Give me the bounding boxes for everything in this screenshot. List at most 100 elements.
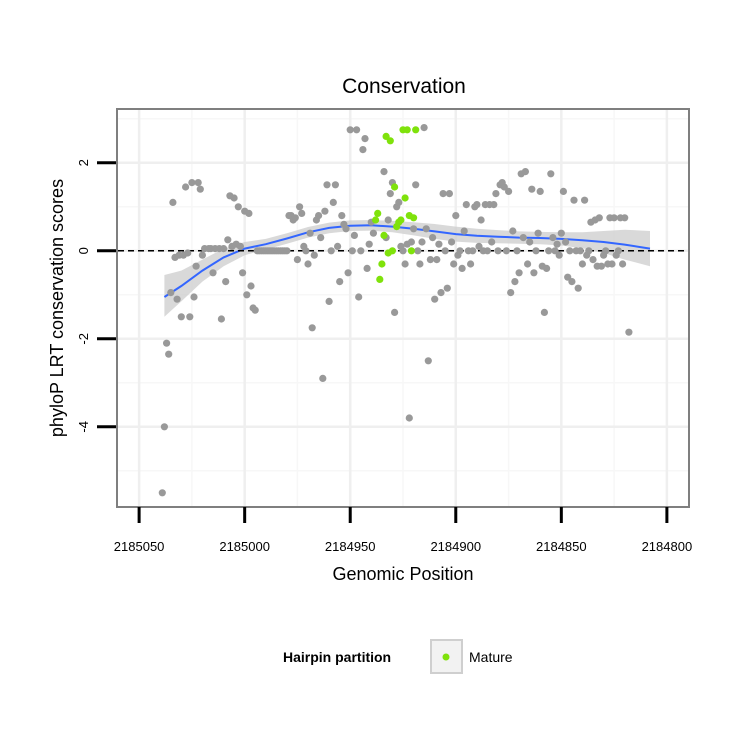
- point-other-69: [308, 324, 316, 332]
- point-other-182: [555, 251, 563, 259]
- point-other-166: [521, 168, 530, 176]
- point-other-96: [365, 240, 373, 248]
- point-other-202: [597, 262, 606, 270]
- point-other-4: [167, 289, 175, 297]
- point-other-175: [540, 308, 549, 316]
- point-other-34: [234, 203, 242, 211]
- point-other-111: [405, 414, 413, 422]
- point-other-173: [536, 187, 544, 195]
- point-other-194: [581, 196, 589, 204]
- point-other-140: [467, 260, 475, 268]
- point-other-163: [515, 269, 523, 277]
- point-other-11: [182, 183, 190, 191]
- point-other-79: [329, 198, 337, 206]
- point-other-64: [298, 209, 306, 217]
- point-other-187: [566, 247, 574, 255]
- point-other-204: [602, 247, 610, 255]
- point-mature-3: [378, 260, 386, 268]
- point-mature-19: [412, 126, 420, 134]
- point-other-32: [230, 194, 238, 202]
- point-other-128: [441, 247, 449, 255]
- point-other-121: [426, 256, 434, 264]
- point-other-210: [614, 247, 622, 255]
- x-tick-label-0: 2185050: [114, 539, 165, 554]
- point-mature-9: [391, 183, 399, 191]
- point-other-115: [414, 247, 422, 255]
- point-other-89: [350, 231, 358, 239]
- point-other-188: [568, 278, 576, 286]
- point-other-129: [443, 284, 451, 292]
- point-other-114: [412, 181, 420, 189]
- point-other-26: [217, 315, 225, 323]
- point-other-157: [502, 247, 510, 255]
- point-other-170: [530, 269, 538, 277]
- point-other-68: [306, 229, 314, 237]
- point-other-214: [625, 328, 633, 336]
- y-axis-title: phyloP LRT conservation scores: [47, 179, 67, 437]
- point-other-109: [401, 260, 409, 268]
- point-other-184: [559, 187, 568, 195]
- point-other-165: [519, 234, 527, 242]
- x-tick-label-4: 2184850: [536, 539, 587, 554]
- point-other-13: [186, 313, 194, 321]
- point-mature-7: [386, 137, 394, 145]
- point-other-207: [608, 260, 616, 268]
- x-axis-title: Genomic Position: [332, 564, 473, 584]
- grid-minor: [118, 110, 688, 506]
- x-tick-label-5: 2184800: [642, 539, 693, 554]
- point-other-17: [194, 179, 202, 187]
- point-other-94: [361, 135, 369, 143]
- point-other-57: [283, 247, 291, 255]
- point-other-75: [321, 207, 329, 215]
- point-mature-4: [380, 231, 388, 239]
- point-other-143: [473, 201, 481, 209]
- point-mature-15: [403, 126, 411, 134]
- point-other-12: [184, 249, 192, 257]
- point-mature-18: [410, 214, 418, 222]
- point-other-208: [610, 214, 618, 222]
- point-other-169: [528, 185, 536, 193]
- point-other-62: [293, 256, 301, 264]
- point-other-92: [357, 247, 365, 255]
- point-other-2: [163, 339, 171, 347]
- point-other-119: [422, 225, 430, 233]
- point-other-38: [243, 291, 251, 299]
- point-other-201: [595, 214, 603, 222]
- point-other-141: [469, 247, 477, 255]
- point-other-167: [524, 260, 532, 268]
- point-other-179: [549, 234, 557, 242]
- point-other-151: [490, 201, 498, 209]
- point-other-116: [416, 260, 424, 268]
- point-other-156: [500, 183, 508, 191]
- point-other-124: [433, 256, 441, 264]
- point-mature-2: [376, 275, 384, 283]
- plot-panel-border: [116, 108, 690, 508]
- point-other-85: [342, 225, 350, 233]
- point-other-212: [619, 260, 627, 268]
- point-other-63: [296, 203, 304, 211]
- point-other-113: [410, 225, 418, 233]
- point-other-5: [169, 198, 177, 206]
- chart-title: Conservation: [342, 75, 466, 98]
- point-other-73: [317, 234, 325, 242]
- point-other-171: [532, 247, 540, 255]
- point-other-136: [458, 264, 466, 272]
- point-mature-14: [401, 194, 409, 202]
- point-other-137: [460, 227, 468, 235]
- point-other-122: [429, 234, 437, 242]
- point-mature-0: [372, 216, 380, 224]
- point-other-29: [224, 236, 232, 244]
- point-other-145: [477, 216, 485, 224]
- point-other-148: [483, 247, 491, 255]
- x-axis: 2185050 2185000 2184950 2184900 2184850 21848…: [114, 507, 692, 554]
- point-other-172: [534, 229, 542, 237]
- point-other-191: [574, 284, 582, 292]
- legend: Hairpin partition Mature: [283, 639, 513, 674]
- y-tick-label-2: 0: [76, 247, 91, 254]
- y-tick-label-1: -2: [76, 333, 91, 345]
- point-other-82: [336, 278, 344, 286]
- point-other-77: [325, 297, 333, 305]
- point-other-14: [188, 179, 196, 187]
- point-other-159: [507, 289, 515, 297]
- point-other-0: [158, 489, 166, 497]
